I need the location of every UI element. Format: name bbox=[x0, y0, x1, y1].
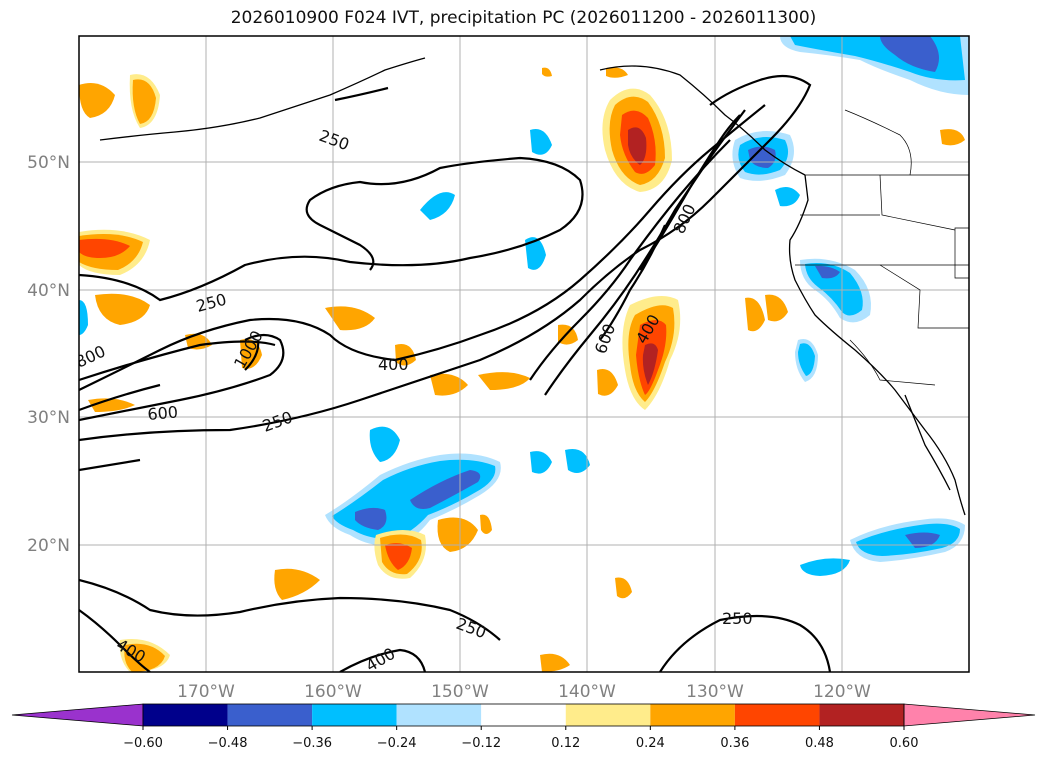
map-panel bbox=[79, 36, 969, 672]
colorbar-frame bbox=[142, 703, 905, 727]
lon-label-170w: 170°W bbox=[177, 682, 235, 702]
colorbar-tick-label: −0.36 bbox=[292, 736, 332, 751]
colorbar-segment bbox=[227, 704, 313, 726]
coastlines bbox=[99, 57, 966, 516]
colorbar-segment bbox=[650, 704, 735, 726]
lon-label-120w: 120°W bbox=[813, 682, 871, 702]
latitude-labels: 50°N 40°N 30°N 20°N bbox=[27, 153, 70, 556]
map-frame bbox=[78, 35, 970, 673]
lat-label-20n: 20°N bbox=[27, 536, 70, 556]
colorbar-tick-label: −0.24 bbox=[377, 736, 417, 751]
ivt-contours bbox=[79, 74, 832, 672]
colorbar-tick-label: −0.60 bbox=[123, 736, 163, 751]
colorbar-tick-label: 0.12 bbox=[551, 736, 580, 751]
colorbar-segment bbox=[481, 704, 566, 726]
colorbar-tick-label: 0.48 bbox=[805, 736, 834, 751]
lat-label-50n: 50°N bbox=[27, 153, 70, 173]
colorbar-segment bbox=[143, 704, 228, 726]
precip-shading bbox=[79, 36, 969, 672]
lat-label-30n: 30°N bbox=[27, 408, 70, 428]
lon-label-130w: 130°W bbox=[686, 682, 744, 702]
contour-label-250: 250 bbox=[722, 609, 753, 628]
colorbar-extend-max bbox=[903, 703, 1036, 727]
colorbar-tick-label: 0.60 bbox=[890, 736, 919, 751]
colorbar-extend-min bbox=[11, 703, 144, 727]
colorbar-ticks: −0.60 −0.48 −0.36 −0.24 −0.12 0.12 0.24 0.36 0.4… bbox=[123, 726, 918, 751]
colorbar-segment bbox=[396, 704, 482, 726]
contour-label-600: 600 bbox=[147, 402, 179, 424]
colorbar-segment bbox=[734, 704, 820, 726]
colorbar-segment bbox=[312, 704, 397, 726]
gridlines bbox=[79, 36, 969, 672]
colorbar-segment bbox=[565, 704, 651, 726]
contour-label-400: 400 bbox=[378, 355, 409, 374]
colorbar-tick-label: 0.36 bbox=[720, 736, 749, 751]
lat-label-40n: 40°N bbox=[27, 281, 70, 301]
borders bbox=[795, 109, 969, 386]
lon-label-150w: 150°W bbox=[431, 682, 489, 702]
colorbar-segment bbox=[819, 704, 904, 726]
colorbar-tick-label: −0.12 bbox=[461, 736, 501, 751]
lon-label-140w: 140°W bbox=[558, 682, 616, 702]
colorbar-tick-label: 0.24 bbox=[636, 736, 665, 751]
map-title: 2026010900 F024 IVT, precipitation PC (2… bbox=[230, 8, 817, 28]
colorbar bbox=[11, 703, 1036, 727]
longitude-labels: 170°W 160°W 150°W 140°W 130°W 120°W bbox=[177, 682, 871, 702]
lon-label-160w: 160°W bbox=[304, 682, 362, 702]
colorbar-tick-label: −0.48 bbox=[208, 736, 248, 751]
